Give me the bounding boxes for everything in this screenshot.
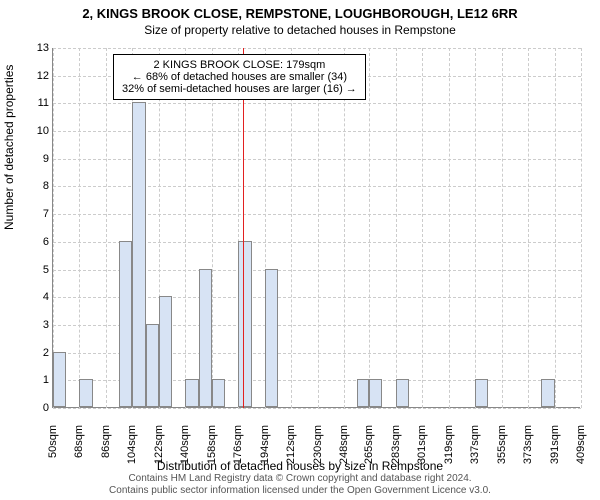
x-gridline [185,48,186,408]
page-title: 2, KINGS BROOK CLOSE, REMPSTONE, LOUGHBO… [0,0,600,21]
histogram-bar [238,241,251,407]
footer-line-1: Contains HM Land Registry data © Crown c… [0,473,600,485]
y-axis-label: Number of detached properties [2,65,16,230]
y-tick-label: 12 [25,70,49,82]
x-gridline [291,48,292,408]
x-gridline [449,48,450,408]
y-tick-label: 11 [25,97,49,109]
reference-line [243,48,245,408]
y-tick-label: 0 [25,402,49,414]
chart-container: 2 KINGS BROOK CLOSE: 179sqm ← 68% of det… [52,48,580,408]
y-gridline [53,408,581,409]
x-gridline [502,48,503,408]
y-tick-label: 13 [25,42,49,54]
histogram-bar [146,324,159,407]
y-tick-label: 3 [25,319,49,331]
x-gridline [528,48,529,408]
histogram-bar [119,241,132,407]
x-gridline [581,48,582,408]
histogram-bar [212,379,225,407]
histogram-bar [475,379,488,407]
x-axis-label: Distribution of detached houses by size … [0,459,600,473]
y-tick-label: 8 [25,180,49,192]
histogram-bar [541,379,554,407]
histogram-bar [357,379,369,407]
footer-line-2: Contains public sector information licen… [0,485,600,497]
x-gridline [106,48,107,408]
y-tick-label: 2 [25,347,49,359]
footer-attribution: Contains HM Land Registry data © Crown c… [0,473,600,497]
y-tick-label: 5 [25,264,49,276]
x-gridline [318,48,319,408]
y-tick-label: 4 [25,291,49,303]
annotation-line-3: 32% of semi-detached houses are larger (… [122,83,357,95]
y-tick-label: 10 [25,125,49,137]
histogram-bar [132,102,145,407]
x-gridline [475,48,476,408]
histogram-bar [396,379,409,407]
y-tick-label: 6 [25,236,49,248]
y-tick-label: 1 [25,374,49,386]
y-tick-label: 7 [25,208,49,220]
histogram-bar [265,269,278,407]
histogram-bar [369,379,382,407]
x-gridline [555,48,556,408]
histogram-bar [199,269,212,407]
x-gridline [212,48,213,408]
x-gridline [369,48,370,408]
y-tick-label: 9 [25,153,49,165]
chart-annotation: 2 KINGS BROOK CLOSE: 179sqm ← 68% of det… [113,54,366,100]
x-gridline [396,48,397,408]
chart-subtitle: Size of property relative to detached ho… [0,21,600,37]
annotation-line-2: ← 68% of detached houses are smaller (34… [122,71,357,83]
histogram-bar [79,379,92,407]
plot-area: 2 KINGS BROOK CLOSE: 179sqm ← 68% of det… [52,48,580,408]
histogram-bar [185,379,198,407]
x-gridline [79,48,80,408]
annotation-line-1: 2 KINGS BROOK CLOSE: 179sqm [122,59,357,71]
histogram-bar [53,352,66,407]
x-gridline [344,48,345,408]
x-gridline [422,48,423,408]
histogram-bar [159,296,172,407]
